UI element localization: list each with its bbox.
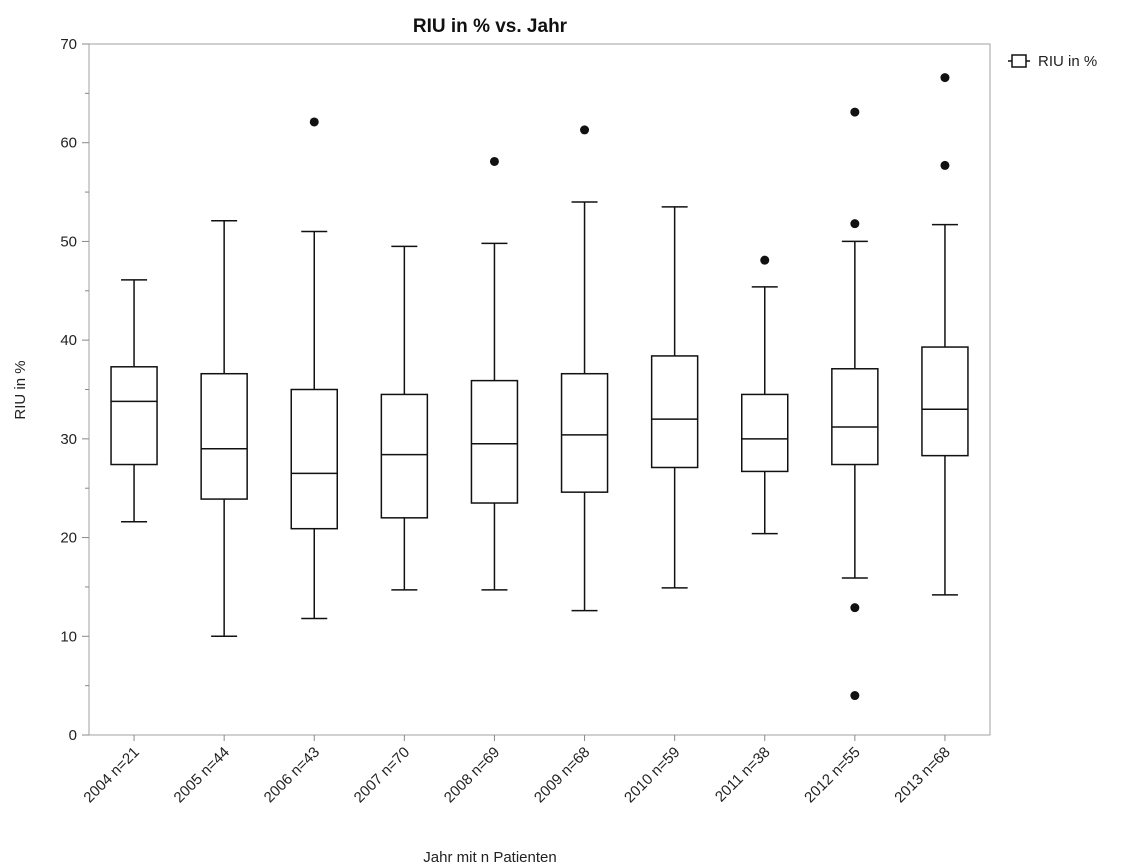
x-tick-label: 2010 n=59 xyxy=(621,744,683,806)
iqr-box xyxy=(470,379,519,504)
outlier-point xyxy=(940,73,950,83)
iqr-box xyxy=(921,346,969,457)
outlier-point xyxy=(850,219,860,229)
y-tick-label: 70 xyxy=(60,36,77,53)
outlier-point xyxy=(760,255,770,265)
legend-boxplot-icon xyxy=(1008,54,1030,68)
iqr-box xyxy=(380,393,429,519)
box-2013 xyxy=(921,73,969,596)
iqr-box xyxy=(200,372,248,500)
x-tick-label: 2011 n=38 xyxy=(712,744,774,806)
box-2009 xyxy=(560,125,609,612)
y-tick-label: 0 xyxy=(69,727,77,744)
box-series xyxy=(110,73,969,701)
x-tick-label: 2005 n=44 xyxy=(171,744,233,806)
iqr-box xyxy=(831,368,879,466)
box-2008 xyxy=(470,156,519,591)
legend: RIU in % xyxy=(1008,53,1097,70)
outlier-point xyxy=(580,125,590,135)
outlier-point xyxy=(489,156,499,166)
y-tick-label: 10 xyxy=(60,628,77,645)
x-tick-label: 2012 n=55 xyxy=(801,744,863,806)
y-axis-label: RIU in % xyxy=(12,360,29,419)
box-2012 xyxy=(831,107,879,701)
outlier-point xyxy=(850,107,860,117)
x-axis: 2004 n=21 2005 n=44 2006 n=43 2007 n=70 2008… xyxy=(80,735,954,806)
legend-label: RIU in % xyxy=(1038,53,1097,70)
iqr-box xyxy=(560,372,609,493)
box-2011 xyxy=(741,255,789,535)
iqr-box xyxy=(741,393,789,473)
y-axis: 0 10 20 30 40 50 60 70 xyxy=(60,36,89,744)
y-tick-label: 40 xyxy=(60,332,77,349)
y-tick-label: 20 xyxy=(60,530,77,547)
y-tick-label: 50 xyxy=(60,233,77,250)
x-tick-label: 2007 n=70 xyxy=(351,744,413,806)
iqr-box xyxy=(650,355,699,469)
x-tick-label: 2013 n=68 xyxy=(891,744,953,806)
outlier-point xyxy=(850,603,860,613)
box-2006 xyxy=(290,117,338,620)
outlier-point xyxy=(940,160,950,170)
outlier-point xyxy=(309,117,319,127)
iqr-box xyxy=(290,388,338,530)
x-tick-label: 2004 n=21 xyxy=(80,744,142,806)
y-tick-label: 60 xyxy=(60,135,77,152)
box-2007 xyxy=(380,245,429,591)
chart-title: RIU in % vs. Jahr xyxy=(413,16,568,37)
outlier-point xyxy=(850,691,860,701)
box-2010 xyxy=(650,206,699,589)
box-2004 xyxy=(110,279,158,523)
iqr-box xyxy=(110,366,158,466)
x-tick-label: 2009 n=68 xyxy=(531,744,593,806)
x-tick-label: 2006 n=43 xyxy=(261,744,323,806)
box-2005 xyxy=(200,219,248,638)
x-tick-label: 2008 n=69 xyxy=(441,744,503,806)
y-tick-label: 30 xyxy=(60,431,77,448)
x-axis-label: Jahr mit n Patienten xyxy=(423,849,556,866)
